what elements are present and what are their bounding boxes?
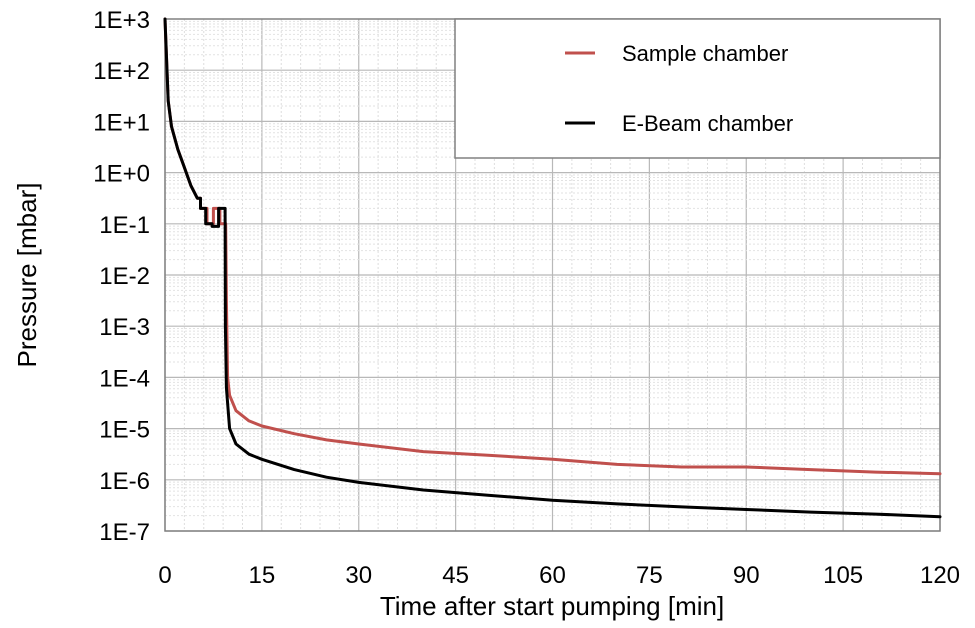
- y-tick-label: 1E+3: [93, 7, 150, 34]
- y-tick-label: 1E-7: [99, 519, 150, 546]
- y-axis-title: Pressure [mbar]: [12, 183, 42, 368]
- legend: Sample chamber E-Beam chamber: [454, 18, 941, 159]
- y-tick-label: 1E-2: [99, 263, 150, 290]
- y-tick-labels: 1E+3 1E+2 1E+1 1E+0 1E-1 1E-2 1E-3 1E-4 1E-5 1E-6…: [93, 7, 150, 546]
- x-tick-label: 15: [249, 562, 276, 589]
- x-tick-label: 105: [823, 562, 863, 589]
- x-tick-label: 120: [920, 562, 960, 589]
- legend-label-sample-chamber: Sample chamber: [622, 41, 788, 66]
- x-tick-label: 60: [539, 562, 566, 589]
- y-tick-label: 1E+0: [93, 161, 150, 188]
- y-tick-label: 1E-3: [99, 314, 150, 341]
- x-tick-label: 45: [442, 562, 469, 589]
- x-tick-label: 75: [636, 562, 663, 589]
- legend-label-e-beam-chamber: E-Beam chamber: [622, 111, 793, 136]
- x-axis-title: Time after start pumping [min]: [380, 591, 724, 621]
- x-tick-label: 90: [733, 562, 760, 589]
- legend-box: [454, 18, 941, 159]
- y-tick-label: 1E-5: [99, 417, 150, 444]
- x-tick-label: 0: [158, 562, 171, 589]
- y-tick-label: 1E-4: [99, 365, 150, 392]
- y-tick-label: 1E+2: [93, 58, 150, 85]
- x-tick-label: 30: [345, 562, 372, 589]
- y-tick-label: 1E-6: [99, 468, 150, 495]
- y-tick-label: 1E-1: [99, 212, 150, 239]
- series-line-e-beam-chamber: [163, 17, 942, 519]
- series-layer: [163, 17, 942, 519]
- x-tick-labels: 0 15 30 45 60 75 90 105 120: [158, 562, 960, 589]
- y-tick-label: 1E+1: [93, 109, 150, 136]
